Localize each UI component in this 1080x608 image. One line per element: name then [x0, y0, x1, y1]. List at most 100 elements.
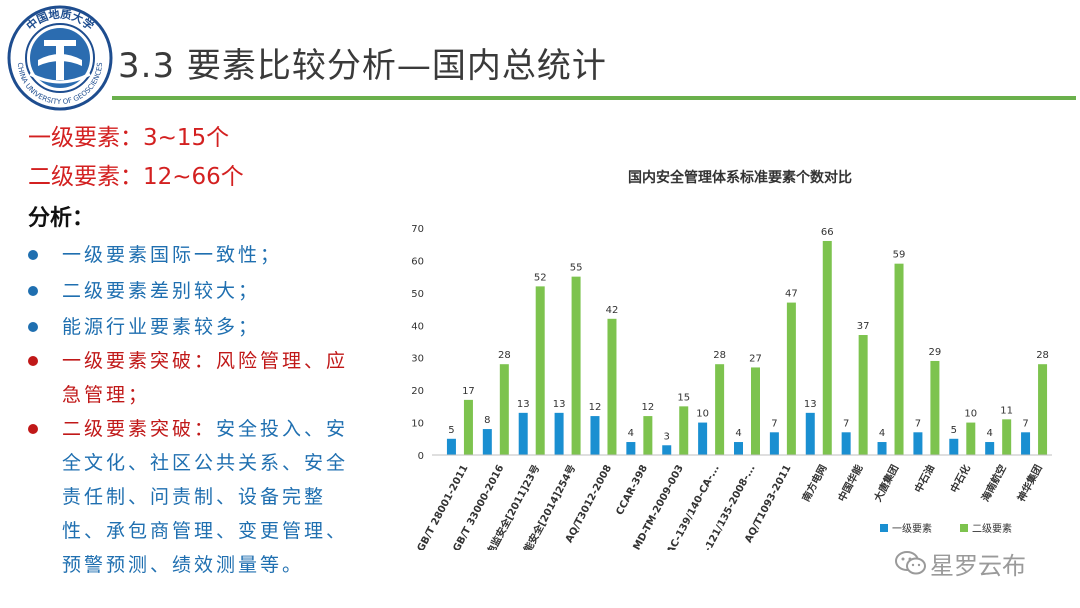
data-label: 66: [821, 227, 834, 238]
bar-level1: [554, 412, 564, 455]
data-label: 13: [804, 399, 817, 410]
data-label: 13: [553, 399, 566, 410]
data-label: 52: [534, 272, 547, 283]
bullet-highlight: 安全投入、安全文化、社区公共关系、安全责任制、问责制、设备完整性、承包商管理、变…: [62, 418, 349, 576]
analysis-bullet: 二级要素突破：安全投入、安全文化、社区公共关系、安全责任制、问责制、设备完整性、…: [28, 412, 368, 582]
bullet-dot-icon: [28, 250, 38, 260]
x-tick-label: 中国华能: [835, 462, 865, 503]
bar-level1: [949, 438, 959, 455]
analysis-bullet: 一级要素突破：风险管理、应急管理；: [28, 344, 368, 412]
y-axis: 0 10 20 30 40 50 60 70: [411, 224, 424, 462]
data-label: 12: [589, 402, 602, 413]
data-label: 7: [771, 418, 777, 429]
bar-level2: [786, 302, 796, 455]
analysis-bullet: 能源行业要素较多；: [28, 310, 368, 344]
bar-level2: [1038, 364, 1048, 455]
bar-level2: [571, 276, 581, 455]
bar-level1: [482, 429, 492, 455]
level2-range-text: 二级要素：12~66个: [28, 164, 244, 190]
bullet-prefix: 二级要素突破：: [62, 418, 217, 440]
x-tick-label: CCAR-398: [614, 463, 650, 517]
analysis-bullet: 二级要素差别较大；: [28, 274, 368, 308]
data-label: 10: [696, 409, 709, 420]
bullet-text: 一级要素突破：风险管理、应急管理；: [62, 350, 349, 406]
data-label: 13: [517, 399, 530, 410]
bar-level1: [877, 442, 887, 455]
bar-level1: [734, 442, 743, 455]
y-tick-label: 60: [411, 256, 424, 267]
data-label: 28: [498, 350, 511, 361]
y-tick-label: 70: [411, 224, 424, 235]
bar-level2: [930, 360, 940, 455]
title-divider: [112, 96, 1076, 100]
y-tick-label: 50: [411, 289, 424, 300]
data-label: 7: [843, 418, 849, 429]
bar-level2: [463, 399, 473, 455]
legend-swatch: [880, 524, 888, 532]
bar-chart: 国内安全管理体系标准要素个数对比 0 10 20 30 40 50 60 70 5 17 8 28 1…: [411, 169, 1052, 550]
bars-group: 5178281352135512424123151028427747136673…: [446, 227, 1049, 455]
data-label: 7: [1022, 418, 1028, 429]
data-label: 5: [951, 425, 957, 436]
bar-level2: [858, 335, 868, 455]
watermark: 星罗云布: [894, 546, 1026, 581]
chart-legend: 一级要素 二级要素: [880, 522, 1012, 535]
data-label: 37: [857, 321, 870, 332]
wechat-icon: [895, 551, 926, 575]
data-label: 42: [606, 305, 619, 316]
data-label: 8: [484, 415, 490, 426]
bar-level1: [769, 432, 779, 455]
bar-level2: [607, 318, 617, 455]
x-tick-label: 神华集团: [1014, 462, 1044, 503]
bullet-text: 一级要素国际一致性；: [62, 244, 283, 266]
legend-label: 一级要素: [892, 522, 932, 535]
bar-level2: [535, 286, 545, 455]
data-label: 4: [879, 428, 885, 439]
x-tick-label: 大唐集团: [871, 462, 901, 503]
data-label: 5: [448, 425, 454, 436]
y-tick-label: 20: [411, 386, 424, 397]
bar-level1: [1021, 432, 1031, 455]
legend-swatch: [960, 524, 968, 532]
bar-level1: [913, 432, 923, 455]
watermark-text: 星罗云布: [930, 552, 1026, 580]
bar-level2: [679, 406, 689, 455]
university-logo: 中国地质大学 CHINA UNIVERSITY OF GEOSCIENCES: [7, 5, 113, 111]
bullet-text: 二级要素差别较大；: [62, 280, 261, 302]
data-label: 47: [785, 289, 798, 300]
slide-title: 3.3 要素比较分析—国内总统计: [118, 46, 607, 86]
bar-level2: [1002, 419, 1012, 455]
data-label: 3: [664, 431, 670, 442]
x-tick-label: 中石油: [911, 462, 937, 495]
bar-level2: [966, 422, 976, 455]
bullet-dot-icon: [28, 356, 38, 366]
x-tick-label: 中石化: [947, 462, 973, 495]
bar-level2: [751, 367, 760, 455]
analysis-heading: 分析：: [28, 206, 95, 231]
data-label: 10: [964, 409, 977, 420]
data-label: 4: [628, 428, 634, 439]
bar-level1: [626, 442, 636, 455]
data-label: 29: [929, 347, 942, 358]
bullet-text: 能源行业要素较多；: [62, 316, 261, 338]
analysis-bullet: 一级要素国际一致性；: [28, 238, 368, 272]
bar-level1: [841, 432, 851, 455]
data-label: 4: [735, 428, 741, 439]
bar-level1: [805, 412, 815, 455]
bar-level1: [698, 422, 708, 455]
y-tick-label: 10: [411, 419, 424, 430]
bullet-dot-icon: [28, 286, 38, 296]
bullet-dot-icon: [28, 322, 38, 332]
bar-level2: [822, 240, 832, 455]
bar-level1: [985, 442, 995, 455]
bullet-text: 二级要素突破：安全投入、安全文化、社区公共关系、安全责任制、问责制、设备完整性、…: [62, 412, 368, 582]
bar-level2: [715, 364, 725, 455]
bar-level1: [590, 416, 600, 455]
data-label: 15: [677, 392, 690, 403]
level1-range-text: 一级要素：3~15个: [28, 125, 230, 151]
bar-level1: [518, 412, 528, 455]
data-label: 28: [713, 350, 726, 361]
data-label: 59: [893, 250, 906, 261]
chart-title: 国内安全管理体系标准要素个数对比: [628, 169, 852, 186]
